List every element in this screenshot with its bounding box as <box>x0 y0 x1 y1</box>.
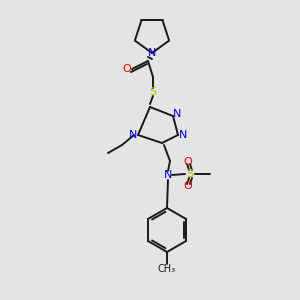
Text: O: O <box>123 64 131 74</box>
Text: O: O <box>184 157 192 167</box>
Text: N: N <box>148 48 156 58</box>
Text: CH₃: CH₃ <box>158 264 176 274</box>
Text: N: N <box>164 170 172 180</box>
Text: S: S <box>186 169 194 179</box>
Text: S: S <box>149 87 157 97</box>
Text: N: N <box>179 130 187 140</box>
Text: N: N <box>129 130 137 140</box>
Text: N: N <box>173 109 181 119</box>
Text: O: O <box>184 181 192 191</box>
